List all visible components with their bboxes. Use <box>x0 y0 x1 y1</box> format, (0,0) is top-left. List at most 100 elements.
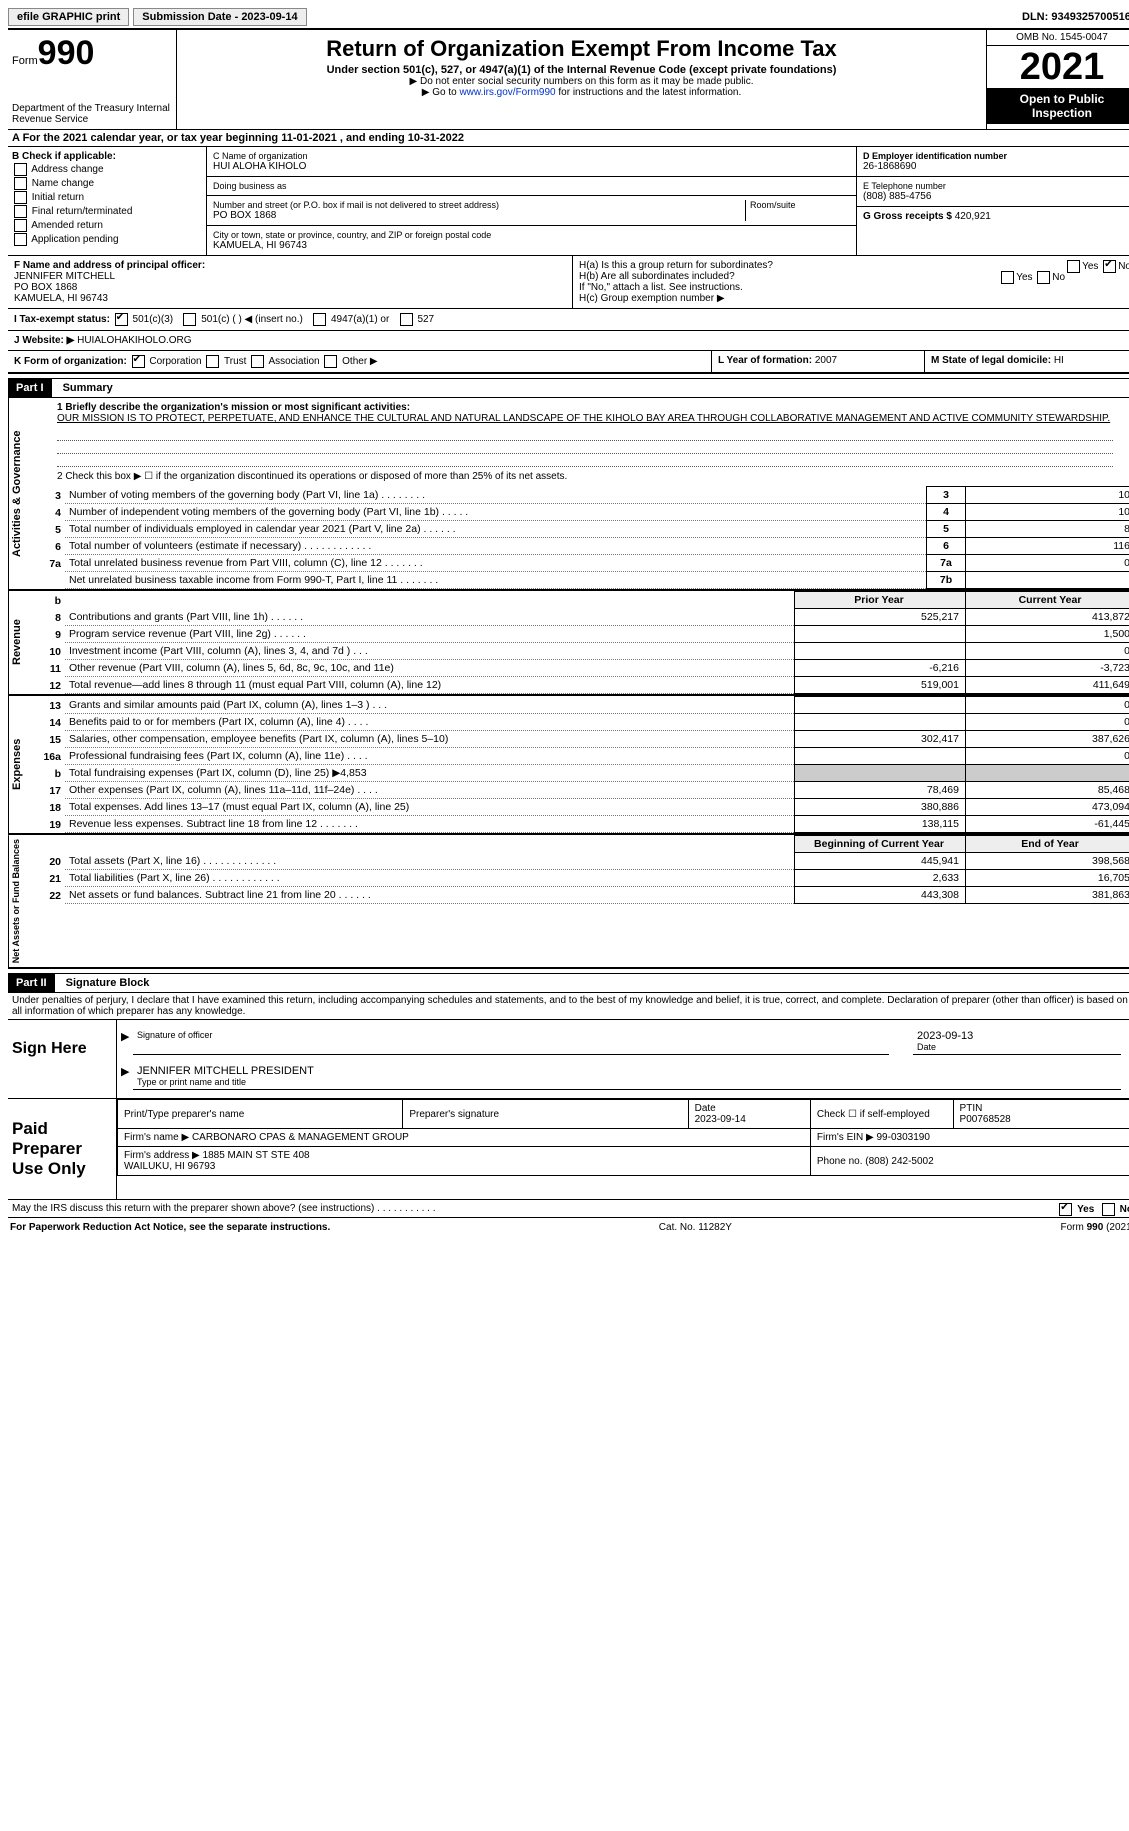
cb-initial-return[interactable]: Initial return <box>12 191 202 204</box>
street-label: Number and street (or P.O. box if mail i… <box>213 200 745 210</box>
discuss-question: May the IRS discuss this return with the… <box>12 1203 436 1214</box>
dln-label: DLN: 93493257005163 <box>1022 11 1129 23</box>
governance-table: 3Number of voting members of the governi… <box>33 486 1129 589</box>
officer-printed-label: Type or print name and title <box>137 1077 1117 1087</box>
ha-no[interactable]: No <box>1118 261 1129 272</box>
exp-line-13: 13Grants and similar amounts paid (Part … <box>33 697 1129 714</box>
paid-preparer-label: Paid Preparer Use Only <box>8 1099 117 1199</box>
firm-ein: 99-0303190 <box>877 1132 930 1143</box>
open-inspection-badge: Open to Public Inspection <box>987 88 1129 124</box>
discuss-yes-cb[interactable] <box>1059 1203 1072 1216</box>
opt-501c: 501(c) ( ) ◀ (insert no.) <box>201 314 303 325</box>
gross-value: 420,921 <box>955 211 991 222</box>
rev-table-line-11: 11Other revenue (Part VIII, column (A), … <box>33 660 1129 677</box>
form-title: Return of Organization Exempt From Incom… <box>185 36 978 62</box>
part2-title: Signature Block <box>58 974 158 992</box>
ptin-label: PTIN <box>960 1103 983 1114</box>
officer-addr2: KAMUELA, HI 96743 <box>14 293 566 304</box>
discuss-no: No <box>1120 1204 1129 1215</box>
cb-application-pending[interactable]: Application pending <box>12 233 202 246</box>
cb-other[interactable] <box>324 355 337 368</box>
exp-line-16a: 16aProfessional fundraising fees (Part I… <box>33 748 1129 765</box>
room-label: Room/suite <box>750 200 850 210</box>
firm-name: CARBONARO CPAS & MANAGEMENT GROUP <box>192 1132 409 1143</box>
efile-graphic-print-button[interactable]: efile GRAPHIC print <box>8 8 129 26</box>
part2-header: Part II <box>8 974 55 992</box>
dba-label: Doing business as <box>213 181 850 191</box>
cb-501c[interactable] <box>183 313 196 326</box>
hc-label: H(c) Group exemption number ▶ <box>579 293 1129 304</box>
form-word: Form <box>12 55 38 67</box>
part1-title: Summary <box>55 379 121 397</box>
omb-number: OMB No. 1545-0047 <box>987 30 1129 46</box>
tax-year: 2021 <box>987 46 1129 88</box>
prep-date-label: Date <box>695 1103 716 1114</box>
side-revenue: Revenue <box>8 591 33 694</box>
cat-number: Cat. No. 11282Y <box>659 1222 732 1233</box>
net-table-line-22: 22Net assets or fund balances. Subtract … <box>33 887 1129 904</box>
line2-text: 2 Check this box ▶ ☐ if the organization… <box>33 467 1129 486</box>
line1-label: 1 Briefly describe the organization's mi… <box>57 402 410 413</box>
mission-text: OUR MISSION IS TO PROTECT, PERPETUATE, A… <box>57 413 1110 424</box>
expenses-table: 13Grants and similar amounts paid (Part … <box>33 696 1129 833</box>
irs-link[interactable]: www.irs.gov/Form990 <box>459 87 555 98</box>
side-netassets: Net Assets or Fund Balances <box>8 835 33 967</box>
street-value: PO BOX 1868 <box>213 210 745 221</box>
opt-501c3: 501(c)(3) <box>133 314 174 325</box>
website-value: HUIALOHAKIHOLO.ORG <box>77 335 191 346</box>
phone-label: E Telephone number <box>863 181 1129 191</box>
exp-line-14: 14Benefits paid to or for members (Part … <box>33 714 1129 731</box>
net-table-line-21: 21Total liabilities (Part X, line 26) . … <box>33 870 1129 887</box>
cb-final-return[interactable]: Final return/terminated <box>12 205 202 218</box>
cb-name-change[interactable]: Name change <box>12 177 202 190</box>
opt-other: Other ▶ <box>342 356 377 367</box>
hb-label: H(b) Are all subordinates included? <box>579 271 735 282</box>
firm-name-label: Firm's name ▶ <box>124 1132 189 1143</box>
sign-date: 2023-09-13 <box>917 1030 973 1042</box>
domicile-value: HI <box>1054 355 1064 366</box>
rev-table-line-12: 12Total revenue—add lines 8 through 11 (… <box>33 677 1129 694</box>
opt-4947: 4947(a)(1) or <box>331 314 389 325</box>
form-subtitle: Under section 501(c), 527, or 4947(a)(1)… <box>185 64 978 76</box>
city-label: City or town, state or province, country… <box>213 230 850 240</box>
rev-table-line-9: 9Program service revenue (Part VIII, lin… <box>33 626 1129 643</box>
exp-line-17: 17Other expenses (Part IX, column (A), l… <box>33 782 1129 799</box>
side-governance: Activities & Governance <box>8 398 33 589</box>
gross-label: G Gross receipts $ <box>863 211 952 222</box>
prep-sig-label: Preparer's signature <box>403 1100 688 1129</box>
hb-yes[interactable]: Yes <box>1016 272 1032 283</box>
blank-line-2 <box>57 441 1113 454</box>
hb-no[interactable]: No <box>1052 272 1065 283</box>
year-formation-value: 2007 <box>815 355 837 366</box>
paperwork-notice: For Paperwork Reduction Act Notice, see … <box>10 1222 330 1233</box>
ha-yes[interactable]: Yes <box>1082 261 1098 272</box>
net-table-line-20: 20Total assets (Part X, line 16) . . . .… <box>33 853 1129 870</box>
cb-527[interactable] <box>400 313 413 326</box>
firm-phone-label: Phone no. <box>817 1156 863 1167</box>
form-number: 990 <box>38 34 95 72</box>
cb-amended-return[interactable]: Amended return <box>12 219 202 232</box>
discuss-no-cb[interactable] <box>1102 1203 1115 1216</box>
cb-assoc[interactable] <box>251 355 264 368</box>
gov-line-5: 5Total number of individuals employed in… <box>33 521 1129 538</box>
cb-trust[interactable] <box>206 355 219 368</box>
prep-print-label: Print/Type preparer's name <box>118 1100 403 1129</box>
cb-address-change[interactable]: Address change <box>12 163 202 176</box>
cb-501c3[interactable] <box>115 313 128 326</box>
prep-selfemployed[interactable]: Check ☐ if self-employed <box>810 1100 953 1129</box>
perjury-declaration: Under penalties of perjury, I declare th… <box>8 993 1129 1019</box>
city-value: KAMUELA, HI 96743 <box>213 240 850 251</box>
goto-post: for instructions and the latest informat… <box>556 87 742 98</box>
sign-here-label: Sign Here <box>8 1020 117 1098</box>
year-formation-label: L Year of formation: <box>718 355 812 366</box>
goto-pre: ▶ Go to <box>422 87 460 98</box>
exp-line-15: 15Salaries, other compensation, employee… <box>33 731 1129 748</box>
calendar-year-row: A For the 2021 calendar year, or tax yea… <box>8 130 1129 147</box>
form-footer: Form 990 (2021) <box>1061 1222 1129 1233</box>
submission-date-button[interactable]: Submission Date - 2023-09-14 <box>133 8 306 26</box>
officer-name: JENNIFER MITCHELL <box>14 271 566 282</box>
sign-date-label: Date <box>917 1042 1117 1052</box>
cb-corp[interactable] <box>132 355 145 368</box>
cb-4947[interactable] <box>313 313 326 326</box>
org-name-label: C Name of organization <box>213 151 850 161</box>
